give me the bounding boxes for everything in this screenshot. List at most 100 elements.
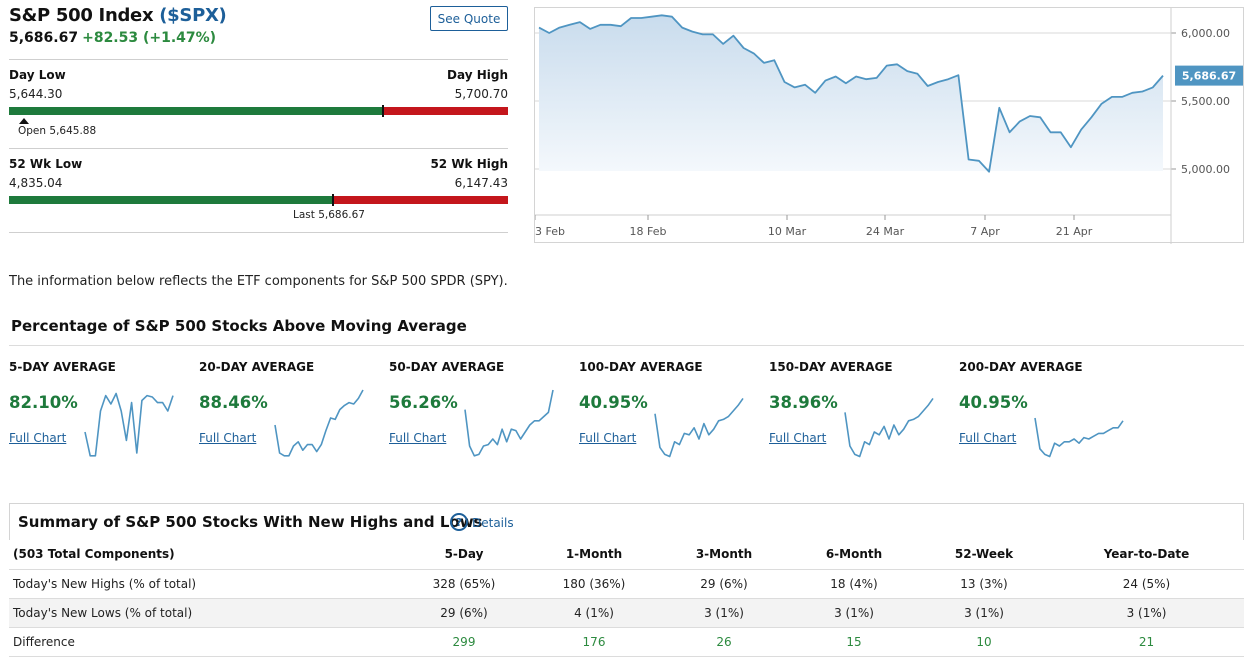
help-icon[interactable]: ? [450,513,468,531]
price-area [539,15,1163,172]
table-cell: 15 [789,627,919,657]
last-price: 5,686.67 [9,30,79,46]
avg-label: 50-DAY AVERAGE [389,360,505,374]
full-chart-link[interactable]: Full Chart [959,431,1017,445]
full-chart-link[interactable]: Full Chart [769,431,827,445]
summary-table: (503 Total Components) 5-Day 1-Month 3-M… [9,540,1244,657]
row-label: Today's New Highs (% of total) [9,569,399,599]
full-chart-link[interactable]: Full Chart [389,431,447,445]
column-header: (503 Total Components) [9,540,399,570]
last-price-badge-label: 5,686.67 [1182,70,1236,83]
avg-value: 38.96% [769,393,838,412]
last-price-badge [1175,65,1243,86]
row-label: Difference [9,627,399,657]
avg-panel-50: 50-DAY AVERAGE 56.26% Full Chart [389,360,574,470]
table-cell: 29 (6%) [399,598,529,628]
details-link[interactable]: Details [472,516,514,530]
table-cell: 3 (1%) [789,598,919,628]
y-tick-label: 5,000.00 [1181,163,1230,176]
52wk-range-bar [9,194,508,206]
avg-label: 20-DAY AVERAGE [199,360,315,374]
open-label: Open 5,645.88 [18,125,97,137]
price-line: 5,686.67 +82.53 (+1.47%) [9,30,216,46]
sparkline[interactable] [83,388,175,464]
divider [9,232,508,233]
avg-value: 40.95% [579,393,648,412]
index-name: S&P 500 Index [9,5,154,26]
price-change: +82.53 (+1.47%) [82,30,217,46]
column-header: 5-Day [399,540,529,570]
day-high-value: 5,700.70 [454,87,508,101]
avg-value: 40.95% [959,393,1028,412]
table-cell: 29 (6%) [659,569,789,599]
avg-label: 150-DAY AVERAGE [769,360,893,374]
day-low-label: Day Low [9,68,66,82]
table-cell: 3 (1%) [919,598,1049,628]
avg-panel-200: 200-DAY AVERAGE 40.95% Full Chart [959,360,1144,470]
x-tick-label: 7 Apr [970,225,1000,238]
price-chart-svg: 6,000.00 5,500.00 5,000.00 3 Feb 18 Feb 10 Ma… [535,8,1243,244]
sparkline-path [84,392,174,457]
day-range-fill [9,107,383,115]
sparkline[interactable] [653,388,745,464]
full-chart-link[interactable]: Full Chart [199,431,257,445]
sparkline-path [464,389,554,457]
sparkline[interactable] [273,388,365,464]
last-price-label: Last 5,686.67 [293,209,365,221]
etf-note: The information below reflects the ETF c… [9,274,508,289]
table-cell: 3 (1%) [659,598,789,628]
summary-header: Summary of S&P 500 Stocks With New Highs… [9,503,1244,540]
sparkline-path [274,389,364,457]
table-cell: 13 (3%) [919,569,1049,599]
full-chart-link[interactable]: Full Chart [579,431,637,445]
sparkline-path [1034,417,1124,458]
row-label: Today's New Lows (% of total) [9,598,399,628]
table-cell: 18 (4%) [789,569,919,599]
avg-panel-100: 100-DAY AVERAGE 40.95% Full Chart [579,360,764,470]
x-tick-label: 10 Mar [768,225,807,238]
table-cell: 3 (1%) [1049,598,1244,628]
table-cell: 299 [399,627,529,657]
table-cell: 26 [659,627,789,657]
column-header: 1-Month [529,540,659,570]
table-header-row: (503 Total Components) 5-Day 1-Month 3-M… [9,540,1244,570]
x-tick-label: 18 Feb [630,225,667,238]
avg-label: 5-DAY AVERAGE [9,360,116,374]
table-cell: 24 (5%) [1049,569,1244,599]
table-cell: 21 [1049,627,1244,657]
table-cell: 10 [919,627,1049,657]
summary-title: Summary of S&P 500 Stocks With New Highs… [18,513,483,531]
table-cell: 180 (36%) [529,569,659,599]
avg-value: 56.26% [389,393,458,412]
52wk-low-value: 4,835.04 [9,176,63,190]
full-chart-link[interactable]: Full Chart [9,431,67,445]
sparkline[interactable] [843,388,935,464]
52wk-low-label: 52 Wk Low [9,157,83,171]
sparkline[interactable] [463,388,555,464]
table-row: Difference 299 176 26 15 10 21 [9,627,1244,657]
avg-panel-20: 20-DAY AVERAGE 88.46% Full Chart [199,360,384,470]
divider [9,59,508,60]
sparkline-path [844,397,934,458]
avg-label: 200-DAY AVERAGE [959,360,1083,374]
see-quote-button[interactable]: See Quote [430,6,508,31]
52wk-high-label: 52 Wk High [430,157,508,171]
table-row: Today's New Lows (% of total) 29 (6%) 4 … [9,598,1244,628]
sparkline-path [654,397,744,458]
avg-value: 88.46% [199,393,268,412]
index-symbol[interactable]: ($SPX) [159,5,227,26]
sparkline[interactable] [1033,388,1125,464]
day-range-bar [9,105,508,117]
avg-label: 100-DAY AVERAGE [579,360,703,374]
52wk-range-fill [9,196,333,204]
price-chart[interactable]: 6,000.00 5,500.00 5,000.00 3 Feb 18 Feb 10 Ma… [534,7,1244,244]
column-header: Year-to-Date [1049,540,1244,570]
moving-average-title: Percentage of S&P 500 Stocks Above Movin… [11,317,467,335]
avg-value: 82.10% [9,393,78,412]
52wk-range-marker [332,194,334,206]
x-tick-label: 21 Apr [1056,225,1093,238]
x-tick-label: 3 Feb [535,225,565,238]
divider [9,345,1244,346]
price-line [538,14,1164,173]
table-row: Today's New Highs (% of total) 328 (65%)… [9,569,1244,599]
